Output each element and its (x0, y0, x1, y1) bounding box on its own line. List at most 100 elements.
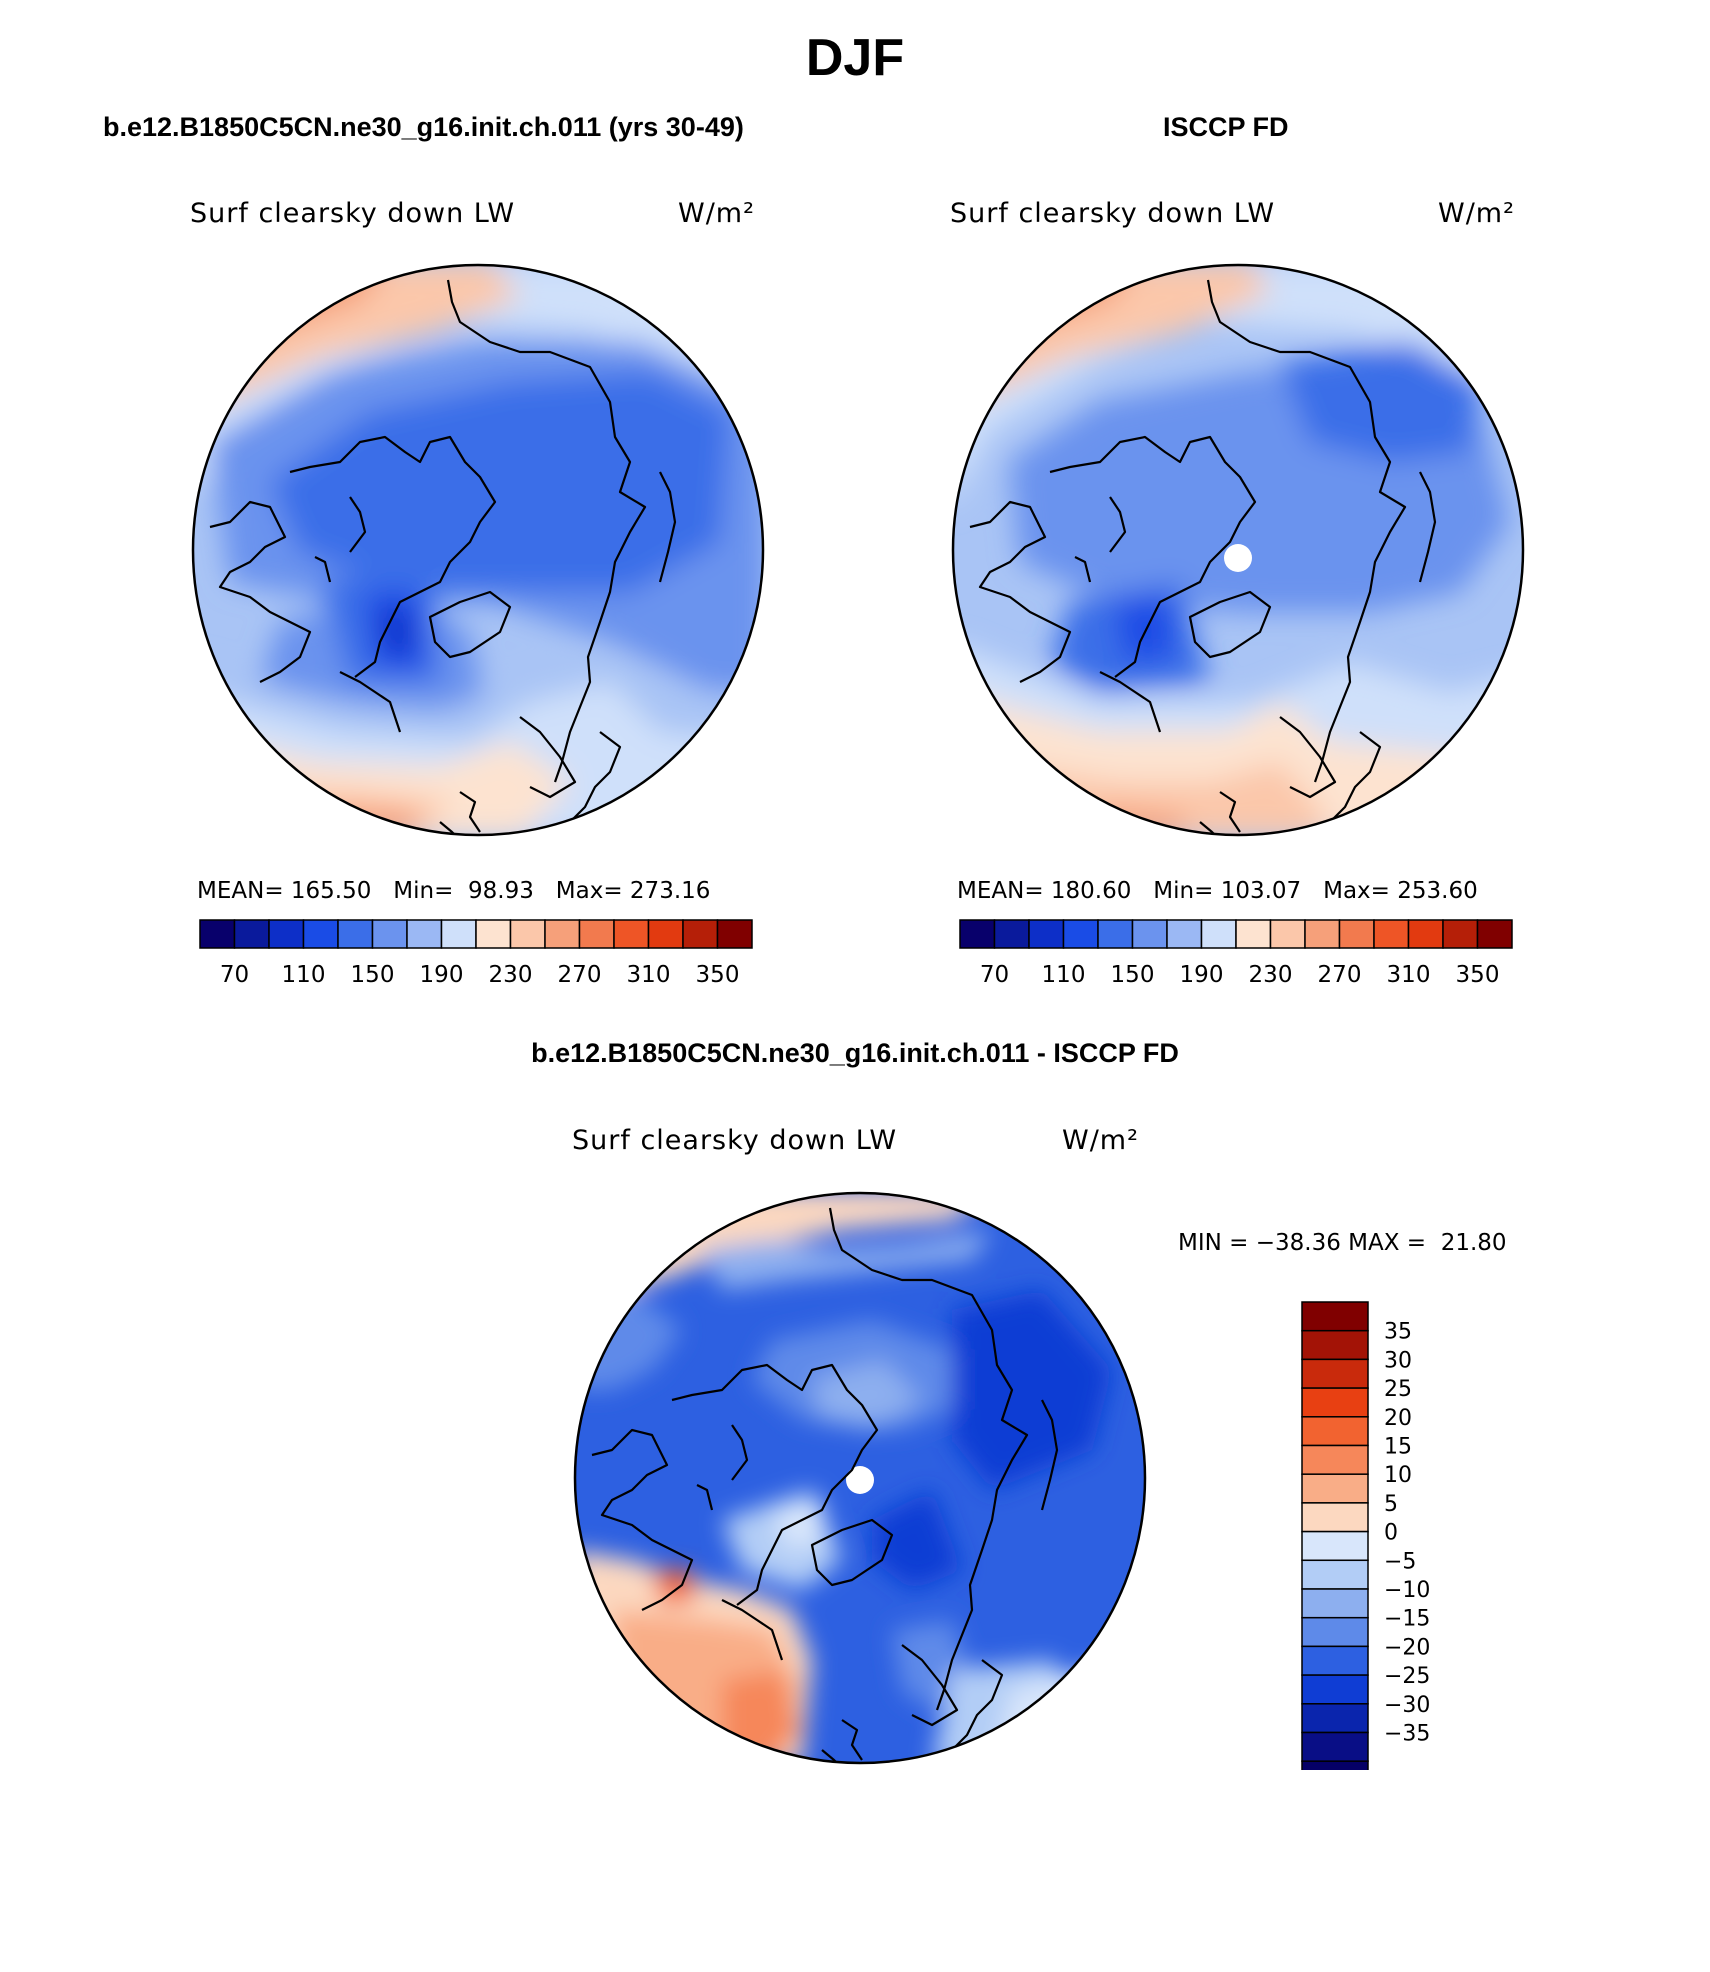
panel2-colorbar-labels: 70 110 150 190 230 270 310 350 (980, 962, 1500, 988)
panel2-colorbar-label: 230 (1249, 962, 1293, 988)
panel2-variable-label: Surf clearsky down LW (950, 198, 1276, 229)
panel2-stats: MEAN= 180.60 Min= 103.07 Max= 253.60 (957, 878, 1478, 904)
panel2-colorbar-label: 70 (980, 962, 1009, 988)
panel2-units-label: W/m² (1438, 198, 1515, 229)
panel3-colorbar-label: 10 (1384, 1463, 1412, 1488)
panel3-colorbar-box (1301, 1473, 1369, 1504)
panel3-colorbar-box (1301, 1760, 1369, 1770)
panel3-colorbar-label: 30 (1384, 1348, 1412, 1373)
panel3-colorbar-box (1301, 1502, 1369, 1533)
panel1-colorbar-box (647, 919, 684, 949)
panel3-colorbar-labels: 35 30 25 20 15 10 5 0 −5 −10 −15 −20 −25 −30 −35 (1384, 1320, 1430, 1747)
panel1-variable-label: Surf clearsky down LW (190, 198, 516, 229)
panel2-polar-map (951, 263, 1525, 837)
panel2-colorbar-box (993, 919, 1030, 949)
panel3-colorbar-label: −30 (1384, 1693, 1430, 1718)
panel1-colorbar-label: 310 (627, 962, 671, 988)
panel3-colorbar-box (1301, 1674, 1369, 1705)
panel1-units-label: W/m² (678, 198, 755, 229)
panel2-colorbar-boxes (959, 919, 1513, 949)
panel3-stats: MIN = −38.36 MAX = 21.80 (1178, 1230, 1507, 1256)
panel3-colorbar-box (1301, 1358, 1369, 1389)
panel1-colorbar-label: 110 (282, 962, 326, 988)
panel3-colorbar-box (1301, 1301, 1369, 1332)
panel1-colorbar-labels: 70 110 150 190 230 270 310 350 (220, 962, 740, 988)
panel3-colorbar-label: −10 (1384, 1578, 1430, 1603)
panel3-colorbar-label: 5 (1384, 1492, 1398, 1517)
panel3-colorbar-boxes (1301, 1301, 1369, 1770)
panel1-colorbar-box (613, 919, 650, 949)
panel2-colorbar-label: 350 (1456, 962, 1500, 988)
panel3-colorbar-label: 0 (1384, 1521, 1398, 1546)
panel3-colorbar-box (1301, 1616, 1369, 1648)
panel2-colorbar-label: 150 (1111, 962, 1155, 988)
panel2-colorbar-box (1373, 919, 1410, 949)
panel3-colorbar-box (1301, 1530, 1369, 1562)
panel2-colorbar-box (1235, 919, 1272, 949)
panel1-colorbar-box (371, 919, 408, 949)
panel1-case-title: b.e12.B1850C5CN.ne30_g16.init.ch.011 (yr… (103, 112, 744, 142)
panel2-colorbar-box (1097, 919, 1134, 949)
panel3-colorbar-label: 25 (1384, 1377, 1412, 1402)
panel3-colorbar: 35 30 25 20 15 10 5 0 −5 −10 −15 −20 −25 −30 −35 (1301, 1301, 1430, 1770)
panel2-colorbar-box (1062, 919, 1099, 949)
panel1-polar-map (191, 263, 765, 837)
panel1-colorbar-label: 150 (351, 962, 395, 988)
panel3-polar-map (573, 1191, 1147, 1765)
panel1-colorbar-label: 190 (420, 962, 464, 988)
panel3-colorbar-box (1301, 1416, 1369, 1447)
panel3-variable-label: Surf clearsky down LW (572, 1125, 898, 1156)
panel1-colorbar-label: 350 (696, 962, 740, 988)
panel1-colorbar-box (509, 919, 546, 949)
panel1-colorbar-box (716, 919, 753, 949)
panel3-units-label: W/m² (1062, 1125, 1139, 1156)
panel2-colorbar-box (1131, 919, 1168, 949)
panel1-colorbar-box (199, 919, 236, 949)
panel3-colorbar-label: −15 (1384, 1607, 1430, 1632)
panel3-colorbar-box (1301, 1444, 1369, 1475)
panel3-colorbar-box (1301, 1329, 1369, 1361)
panel2-colorbar-box (1442, 919, 1479, 949)
panel1-colorbar: 70 110 150 190 230 270 310 350 (199, 919, 753, 988)
panel1-colorbar-label: 230 (489, 962, 533, 988)
panel2-colorbar-box (1028, 919, 1065, 949)
panel3-colorbar-box (1301, 1387, 1369, 1418)
panel3-colorbar-box (1301, 1588, 1369, 1619)
figure-title: DJF (805, 29, 905, 87)
panel2-colorbar-label: 310 (1387, 962, 1431, 988)
panel2-colorbar-box (959, 919, 996, 949)
panel3-colorbar-box (1301, 1645, 1369, 1676)
panel3-colorbar-label: −5 (1384, 1549, 1416, 1574)
panel2-colorbar-label: 110 (1042, 962, 1086, 988)
panel3-colorbar-box (1301, 1731, 1369, 1762)
panel3-colorbar-box (1301, 1559, 1369, 1590)
panel1-colorbar-box (406, 919, 443, 949)
panel3-colorbar-label: 20 (1384, 1406, 1412, 1431)
panel2-colorbar-box (1269, 919, 1306, 949)
panel1-colorbar-box (233, 919, 270, 949)
panel2-colorbar-box (1338, 919, 1375, 949)
panel3-colorbar-box (1301, 1703, 1369, 1734)
panel1-colorbar-boxes (199, 919, 753, 949)
panel1-colorbar-box (682, 919, 719, 949)
panel1-stats: MEAN= 165.50 Min= 98.93 Max= 273.16 (197, 878, 711, 904)
panel3-colorbar-label: −25 (1384, 1664, 1430, 1689)
panel1-colorbar-box (578, 919, 615, 949)
panel2-colorbar-box (1200, 919, 1237, 949)
panel1-colorbar-box (337, 919, 374, 949)
panel2-colorbar-box (1476, 919, 1513, 949)
panel1-colorbar-label: 70 (220, 962, 249, 988)
panel1-colorbar-box (475, 919, 512, 949)
panel3-colorbar-label: −35 (1384, 1722, 1430, 1747)
panel2-colorbar-box (1407, 919, 1444, 949)
panel2-colorbar-label: 270 (1318, 962, 1362, 988)
panel3-colorbar-label: −20 (1384, 1635, 1430, 1660)
panel2-colorbar-label: 190 (1180, 962, 1224, 988)
panel2-colorbar: 70 110 150 190 230 270 310 350 (959, 919, 1513, 988)
panel1-colorbar-box (440, 919, 477, 949)
panel2-colorbar-box (1304, 919, 1341, 949)
panel3-colorbar-label: 15 (1384, 1435, 1412, 1460)
panel2-case-title: ISCCP FD (1163, 112, 1289, 142)
panel3-case-title: b.e12.B1850C5CN.ne30_g16.init.ch.011 - I… (531, 1038, 1179, 1068)
panel1-colorbar-label: 270 (558, 962, 602, 988)
